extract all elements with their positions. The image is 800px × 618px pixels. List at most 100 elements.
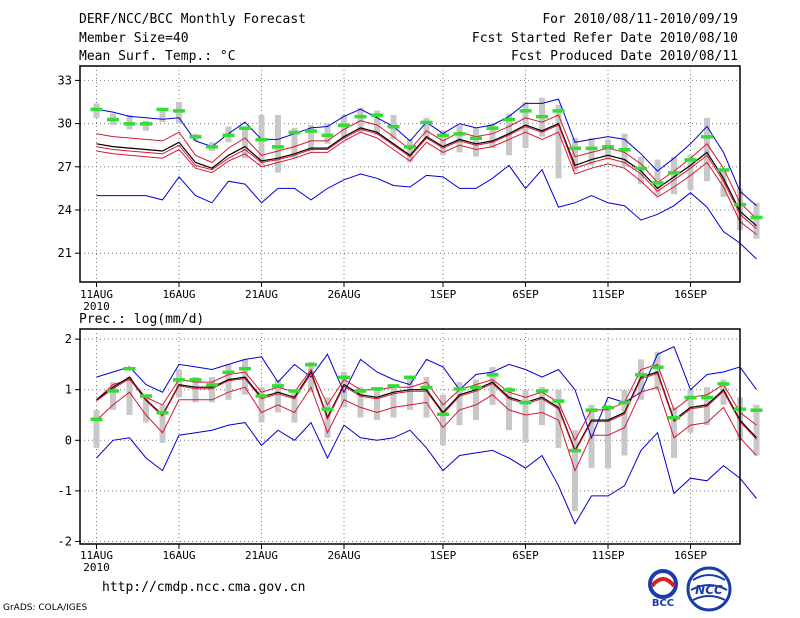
temp-observed-marker [239, 126, 251, 130]
prec-observed-marker [288, 389, 301, 393]
prec-spread-box [291, 389, 298, 423]
temp-observed-marker [618, 148, 631, 152]
prec-spread-box [374, 387, 380, 421]
temp-observed-marker [503, 117, 515, 122]
prec-xtick-sublabel: 2010 [83, 561, 110, 574]
temp-series-mean [96, 122, 757, 227]
prec-series-median [96, 372, 757, 453]
chart-title: DERF/NCC/BCC Monthly Forecast [79, 12, 306, 27]
start-date: Fcst Started Refer Date 2010/08/10 [471, 31, 738, 46]
temp-spread-box [341, 114, 347, 140]
temp-observed-marker [371, 113, 383, 117]
prec-observed-marker [635, 373, 647, 377]
prec-spread-box [654, 351, 661, 390]
temp-panel-title: Mean Surf. Temp.: °C [79, 49, 236, 64]
source-url[interactable]: http://cmdp.ncc.cma.gov.cn [102, 580, 306, 595]
ncc-logo: NCC [686, 566, 732, 612]
temp-observed-marker [123, 122, 136, 126]
temp-ytick-label: 30 [58, 117, 72, 131]
prec-observed-marker [189, 378, 202, 382]
temp-xtick-label: 1SEP [430, 288, 457, 301]
temp-xtick-label: 21AUG [245, 288, 278, 301]
temp-spread-box [275, 114, 281, 173]
prec-panel-title: Prec.: log(mm/d) [79, 312, 204, 327]
temp-observed-marker [90, 107, 103, 112]
prec-observed-marker [519, 400, 532, 405]
prec-spread-box [357, 387, 364, 418]
temp-observed-marker [470, 136, 482, 140]
prec-observed-marker [701, 395, 713, 400]
prec-observed-marker [255, 394, 268, 398]
temp-spread-box [308, 125, 314, 151]
prec-spread-box [110, 382, 116, 410]
prec-observed-marker [305, 362, 317, 367]
prec-ytick-label: -1 [58, 484, 72, 498]
prec-observed-marker [552, 399, 565, 403]
temp-xtick-label: 16AUG [162, 288, 195, 301]
temp-observed-marker [255, 137, 268, 142]
temp-spread-box [555, 104, 562, 179]
temp-xtick-label: 26AUG [327, 288, 360, 301]
temp-xtick-label: 6SEP [512, 288, 539, 301]
prec-spread-box [341, 372, 347, 408]
prec-observed-marker [222, 370, 235, 374]
bcc-logo: BCC [648, 569, 678, 608]
prec-observed-marker [651, 365, 664, 369]
temp-series-p_lower [96, 131, 757, 235]
temp-spread-box [753, 202, 760, 239]
prec-series-min [96, 421, 757, 525]
temp-spread-box [176, 102, 182, 124]
temp-xtick-label: 16SEP [674, 288, 707, 301]
bcc-logo-text: BCC [652, 598, 674, 608]
prec-spread-box [93, 409, 100, 448]
prec-spread-box [176, 369, 182, 398]
prec-spread-box [671, 407, 677, 458]
prec-observed-marker [684, 395, 697, 400]
prec-ytick-label: -2 [58, 534, 72, 548]
prec-xtick-label: 1SEP [430, 549, 457, 562]
prec-observed-marker [140, 394, 152, 398]
prec-observed-marker [272, 384, 284, 388]
prec-spread-box [539, 387, 545, 426]
produced-date: Fcst Produced Date 2010/08/11 [511, 49, 738, 64]
prec-spread-box [753, 404, 760, 456]
temp-spread-box [159, 110, 166, 123]
prec-spread-box [473, 379, 479, 421]
prec-observed-marker [437, 412, 449, 416]
temp-spread-box [374, 110, 380, 136]
prec-xtick-label: 16AUG [162, 549, 195, 562]
prec-observed-marker [387, 384, 400, 388]
prec-observed-marker [156, 410, 169, 415]
temp-observed-marker [750, 215, 763, 220]
temp-spread-box [572, 138, 578, 172]
prec-xtick-label: 26AUG [327, 549, 360, 562]
temp-observed-marker [156, 107, 169, 112]
prec-spread-box [192, 377, 199, 403]
prec-spread-box [159, 404, 166, 443]
prec-xtick-label: 11AUG [80, 549, 113, 562]
temp-observed-marker [404, 145, 416, 149]
prec-spread-box [423, 377, 430, 418]
temp-observed-marker [519, 109, 532, 113]
temp-observed-marker [635, 166, 647, 171]
temp-plot-frame [79, 65, 741, 283]
member-size: Member Size=40 [79, 31, 189, 46]
prec-observed-marker [173, 378, 185, 382]
temp-spread-box [654, 159, 661, 196]
prec-spread-box [258, 387, 265, 423]
temp-spread-box [588, 138, 595, 166]
prec-observed-marker [618, 400, 631, 405]
prec-observed-marker [486, 373, 499, 377]
prec-spread-box [621, 389, 628, 456]
prec-observed-marker [123, 366, 136, 371]
temp-spread-box [671, 156, 677, 195]
prec-xtick-label: 6SEP [512, 549, 539, 562]
prec-spread-box [555, 389, 562, 448]
prec-observed-marker [750, 408, 763, 412]
temp-spread-box [720, 169, 727, 198]
temp-spread-box [506, 113, 512, 156]
prec-series-p_upper [96, 363, 757, 442]
prec-observed-marker [354, 389, 367, 393]
temp-observed-marker [107, 117, 119, 122]
